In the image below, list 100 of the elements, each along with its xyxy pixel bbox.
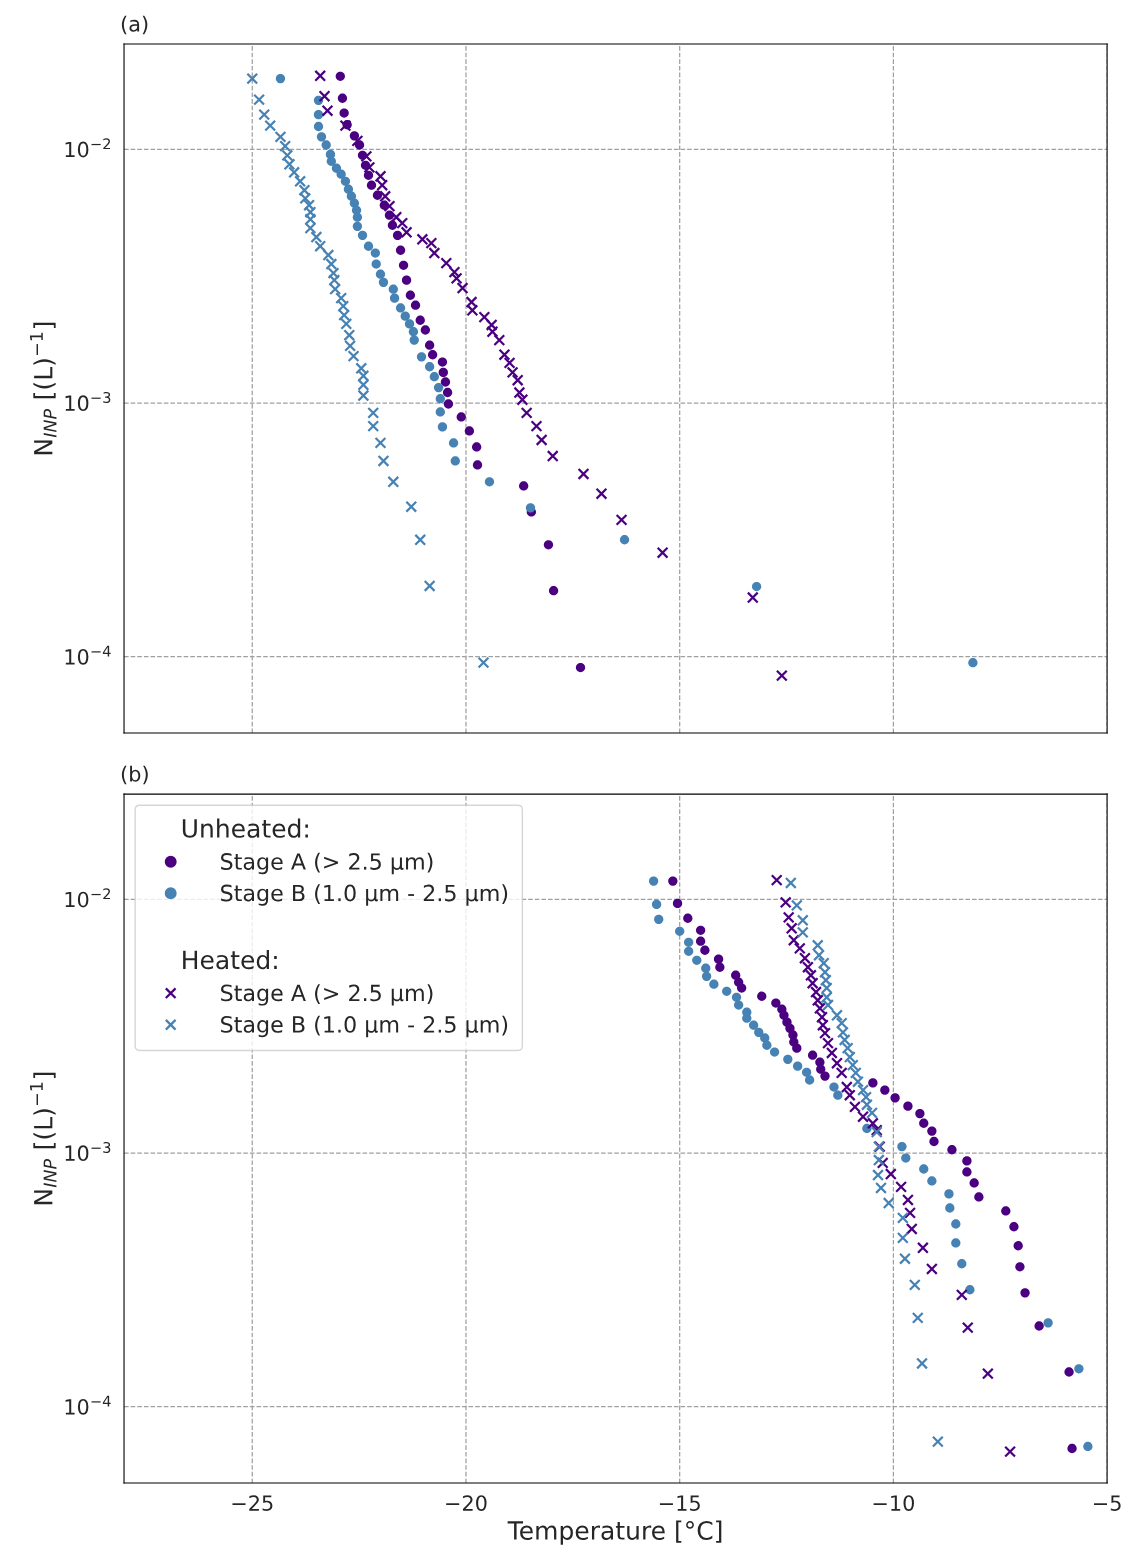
point — [782, 911, 795, 924]
point — [619, 535, 630, 545]
point — [701, 963, 711, 973]
point — [819, 974, 832, 987]
point — [700, 945, 710, 955]
point — [868, 1078, 878, 1088]
point — [335, 71, 345, 81]
point — [340, 317, 353, 330]
point — [903, 1101, 913, 1111]
point — [303, 199, 316, 212]
point — [314, 240, 327, 253]
y-tick-label: 10$^{−3}$ — [65, 1141, 111, 1162]
point — [438, 367, 448, 378]
point — [810, 986, 823, 999]
point — [816, 1011, 829, 1024]
point — [352, 212, 363, 222]
point — [801, 1067, 812, 1077]
point — [367, 420, 380, 433]
point — [890, 1093, 900, 1103]
point — [695, 936, 706, 946]
point — [838, 1033, 851, 1046]
point — [435, 407, 445, 417]
point — [1083, 1441, 1093, 1452]
point — [754, 1027, 764, 1037]
point — [905, 1222, 918, 1235]
y-tick-label: 10$^{−4}$ — [65, 645, 111, 665]
point — [275, 73, 286, 84]
point — [326, 156, 336, 166]
point — [395, 245, 406, 255]
annotation: Heated: — [183, 949, 277, 970]
point — [804, 1075, 815, 1085]
point — [968, 658, 978, 668]
point — [911, 1311, 924, 1324]
point — [513, 386, 526, 399]
point — [748, 1020, 759, 1030]
point — [409, 335, 419, 345]
point — [955, 1288, 968, 1301]
point — [357, 389, 370, 402]
point — [424, 340, 435, 350]
point — [701, 971, 712, 982]
point — [294, 175, 307, 188]
point — [866, 1117, 879, 1130]
point — [915, 1108, 925, 1119]
point — [957, 1259, 967, 1269]
point — [796, 926, 809, 939]
point — [414, 533, 427, 546]
point — [392, 230, 403, 241]
point — [404, 319, 415, 329]
point — [401, 275, 412, 285]
point — [288, 166, 301, 179]
point — [927, 1176, 937, 1186]
point — [656, 546, 669, 559]
point — [762, 1040, 772, 1050]
point — [848, 1100, 861, 1113]
point — [281, 149, 294, 162]
point — [415, 315, 425, 325]
point — [816, 1019, 829, 1032]
point — [833, 1090, 843, 1100]
point — [357, 369, 370, 382]
point — [771, 998, 781, 1008]
point — [390, 211, 403, 224]
point — [1043, 1318, 1053, 1328]
point — [428, 247, 441, 260]
point — [1015, 1262, 1025, 1272]
point — [274, 130, 287, 143]
point — [395, 303, 406, 313]
point — [337, 93, 348, 103]
point — [363, 241, 374, 251]
point — [400, 311, 410, 321]
point — [841, 1042, 854, 1055]
point — [543, 540, 554, 550]
point — [519, 481, 529, 491]
point — [654, 914, 664, 924]
point — [400, 226, 413, 239]
point — [1067, 1443, 1077, 1454]
point — [340, 176, 351, 186]
point — [314, 69, 327, 82]
point — [352, 221, 363, 232]
point — [840, 1081, 853, 1094]
point — [379, 190, 392, 203]
point — [465, 296, 478, 309]
point — [279, 140, 292, 153]
point — [546, 450, 559, 463]
point — [325, 258, 338, 271]
point — [737, 983, 747, 993]
x-tick-label: −10 — [873, 1495, 914, 1511]
point — [897, 1141, 907, 1152]
point — [901, 1193, 914, 1206]
point — [1034, 1321, 1044, 1331]
point — [246, 72, 259, 85]
point — [429, 372, 439, 382]
point — [1004, 1445, 1017, 1458]
point — [895, 1180, 908, 1193]
point — [811, 939, 824, 952]
point — [818, 966, 832, 979]
point — [375, 269, 386, 279]
point — [443, 399, 454, 409]
point — [347, 350, 360, 363]
point — [595, 487, 608, 500]
point — [313, 121, 324, 132]
